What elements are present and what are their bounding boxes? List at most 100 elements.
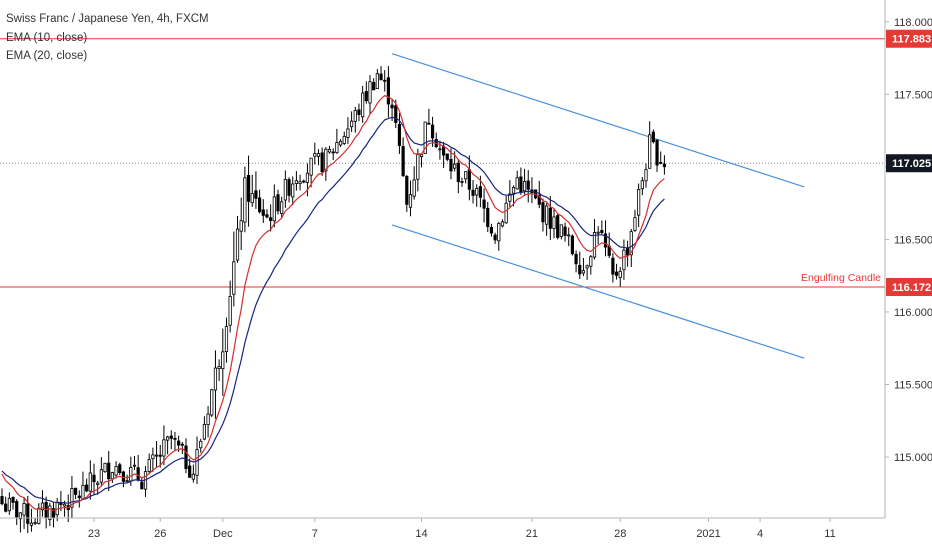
- candle-body: [489, 227, 494, 234]
- x-tick-label: 14: [415, 528, 427, 540]
- x-tick-label: 26: [154, 528, 166, 540]
- candle-body: [526, 180, 530, 190]
- support-price-label: 116.172: [892, 282, 931, 294]
- candle-body: [449, 158, 453, 172]
- candle-body: [140, 481, 144, 490]
- candle-body: [504, 202, 508, 224]
- chart-legend: Swiss Franc / Japanese Yen, 4h, FXCM EMA…: [6, 10, 209, 66]
- candle-body: [478, 186, 483, 198]
- candle-body: [441, 145, 446, 156]
- resistance-price-label-box: [886, 29, 932, 48]
- x-tick-label: Dec: [213, 528, 233, 540]
- candle-body: [662, 163, 667, 168]
- candle-body: [40, 502, 45, 511]
- candle-body: [500, 221, 505, 227]
- candle-body: [59, 502, 63, 505]
- candle-body: [364, 91, 368, 102]
- candle-body: [250, 193, 254, 204]
- candle-body: [92, 474, 96, 483]
- candle-body: [276, 194, 280, 212]
- ema20-line: [1, 116, 665, 504]
- candle-body: [316, 153, 321, 157]
- candle-body: [210, 389, 214, 416]
- candle-body: [361, 92, 365, 118]
- candle-body: [96, 482, 100, 485]
- candle-body: [37, 507, 41, 524]
- candle-body: [614, 271, 619, 276]
- candle-body: [129, 467, 133, 482]
- candle-body: [405, 175, 409, 205]
- x-tick-label: 23: [88, 528, 100, 540]
- candle-body: [482, 199, 486, 209]
- candle-body: [552, 216, 556, 229]
- candle-body: [74, 487, 78, 495]
- x-tick-label: 4: [757, 528, 763, 540]
- candle-body: [298, 181, 302, 185]
- trend-channel: [391, 53, 805, 359]
- candle-body: [7, 497, 11, 512]
- candle-body: [280, 201, 284, 214]
- candle-body: [633, 217, 637, 231]
- candle-body: [125, 480, 129, 483]
- candle-body: [578, 264, 582, 275]
- candle-body: [136, 467, 140, 481]
- candle-body: [180, 443, 184, 446]
- candle-body: [313, 153, 317, 157]
- x-tick-label: 21: [526, 528, 538, 540]
- candle-body: [294, 180, 299, 184]
- candle-body: [235, 228, 240, 261]
- candle-body: [368, 81, 372, 104]
- candle-body: [548, 207, 552, 229]
- candle-body: [243, 177, 247, 223]
- candle-body: [338, 140, 343, 146]
- candle-body: [11, 497, 15, 503]
- candle-body: [394, 105, 398, 123]
- candle-body: [22, 503, 26, 516]
- ema-lines: [1, 94, 665, 512]
- candle-body: [416, 154, 420, 180]
- legend-ema10[interactable]: EMA (10, close): [6, 31, 88, 44]
- candle-body: [537, 194, 541, 205]
- candle-body: [184, 445, 188, 470]
- y-tick-label: 115.000: [894, 452, 932, 464]
- candle-body: [541, 202, 545, 223]
- candle-body: [4, 503, 8, 512]
- candle-body: [600, 230, 604, 233]
- current-price-label-box: [886, 154, 932, 173]
- candle-body: [169, 435, 173, 439]
- candle-body: [18, 512, 23, 520]
- candle-body: [217, 366, 221, 369]
- legend-ema20[interactable]: EMA (20, close): [6, 50, 88, 62]
- candle-body: [110, 472, 114, 480]
- candle-body: [103, 462, 107, 473]
- candle-body: [342, 135, 346, 144]
- candle-body: [246, 174, 251, 202]
- candle-body: [508, 193, 512, 202]
- candle-body: [257, 197, 262, 213]
- channel-upper-line: [391, 53, 805, 188]
- candle-body: [390, 104, 394, 109]
- candle-body: [88, 472, 92, 492]
- candle-body: [239, 220, 243, 232]
- candle-body: [51, 508, 56, 518]
- channel-lower-line: [391, 224, 805, 359]
- candle-body: [26, 503, 30, 524]
- candle-body: [162, 439, 166, 457]
- candle-body: [291, 183, 295, 198]
- resistance-price-label: 117.883: [892, 34, 931, 46]
- candle-body: [357, 109, 361, 115]
- candle-body: [596, 231, 600, 234]
- candle-body: [151, 454, 155, 460]
- candle-body: [401, 146, 405, 177]
- candle-body: [511, 186, 516, 194]
- x-tick-label: 7: [312, 528, 318, 540]
- candle-body: [346, 128, 350, 138]
- candle-body: [471, 189, 475, 196]
- candle-body: [640, 180, 644, 190]
- candle-body: [427, 122, 431, 125]
- candle-body: [618, 270, 622, 278]
- candle-body: [519, 176, 523, 193]
- candle-body: [383, 79, 387, 82]
